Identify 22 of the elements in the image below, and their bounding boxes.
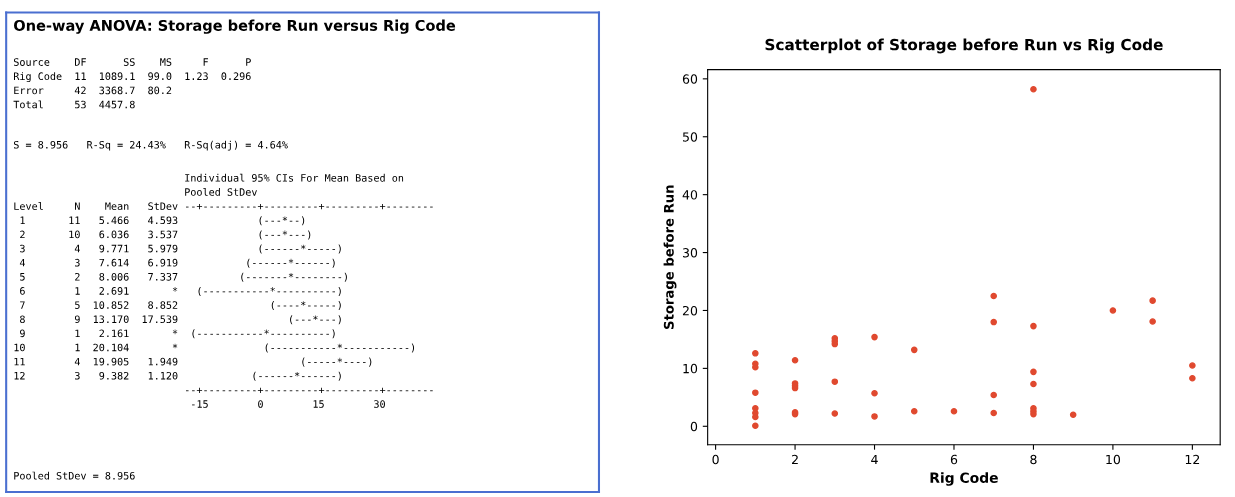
y-tick-label: 50 [682,132,698,142]
y-tick-label: 30 [682,248,698,258]
x-tick-label: 10 [1106,454,1121,465]
y-tick-label: 40 [682,190,698,200]
x-axis-title: Rig Code [930,472,998,486]
x-tick-label: 8 [1030,454,1037,465]
y-axis-title: Storage before Run [663,185,677,329]
y-tick-label: 60 [682,74,698,84]
x-tick-label: 2 [792,454,798,465]
source-note: Source DF SS MS F P Rig Code 11 1089.1 99.0 1.23 0.296 Error 42 3368.7 80.2 Total 53 4457.8 [13,58,251,109]
chart-title: Scatterplot of Storage before Run vs Rig Code [765,38,1163,54]
y-tick-label: 20 [682,305,698,316]
text: S = 8.956 R-Sq = 24.43% R-Sq(adj) = 4.64% [13,140,288,151]
y-tick-label: 10 [683,363,698,374]
x-tick-label: 6 [950,454,958,465]
x-tick-label: 4 [871,454,878,465]
text: One-way ANOVA: Storage before Run versus Rig Code [14,19,456,34]
x-tick-label: 0 [712,454,719,465]
text: Pooled StDev = 8.956 [14,471,135,480]
x-tick-label: 12 [1185,454,1200,465]
text: Individual 95% CIs For Mean Based on Pooled StDev Level N Mean StDev --+---------+---------+---------+-------- 1 11 5.466 4.593 (---*--) 2 10 6.036 3.537 (---*---) 3 4 9.771 5.979 (------*-----) 4 3 7.614 6.919 (------*------) 5 2 8.006 7.337 (-------*--------) 6 1 2.691 * (-----------*----------) 7 5 10.852 8.852 (----*-----) 8 9 13.170 17.539 (---*---) 9 1 2.161 * (-----------*----------) 10 1 20.104 * (-----------*-----------) 11 4 19.905 1.949 (-----*----) 12 3 9.382 1.120 (------*------) --+---------+---------+---------+-------- -15 0 15 30 [14,173,433,408]
y-tick-label: 0 [690,421,698,432]
